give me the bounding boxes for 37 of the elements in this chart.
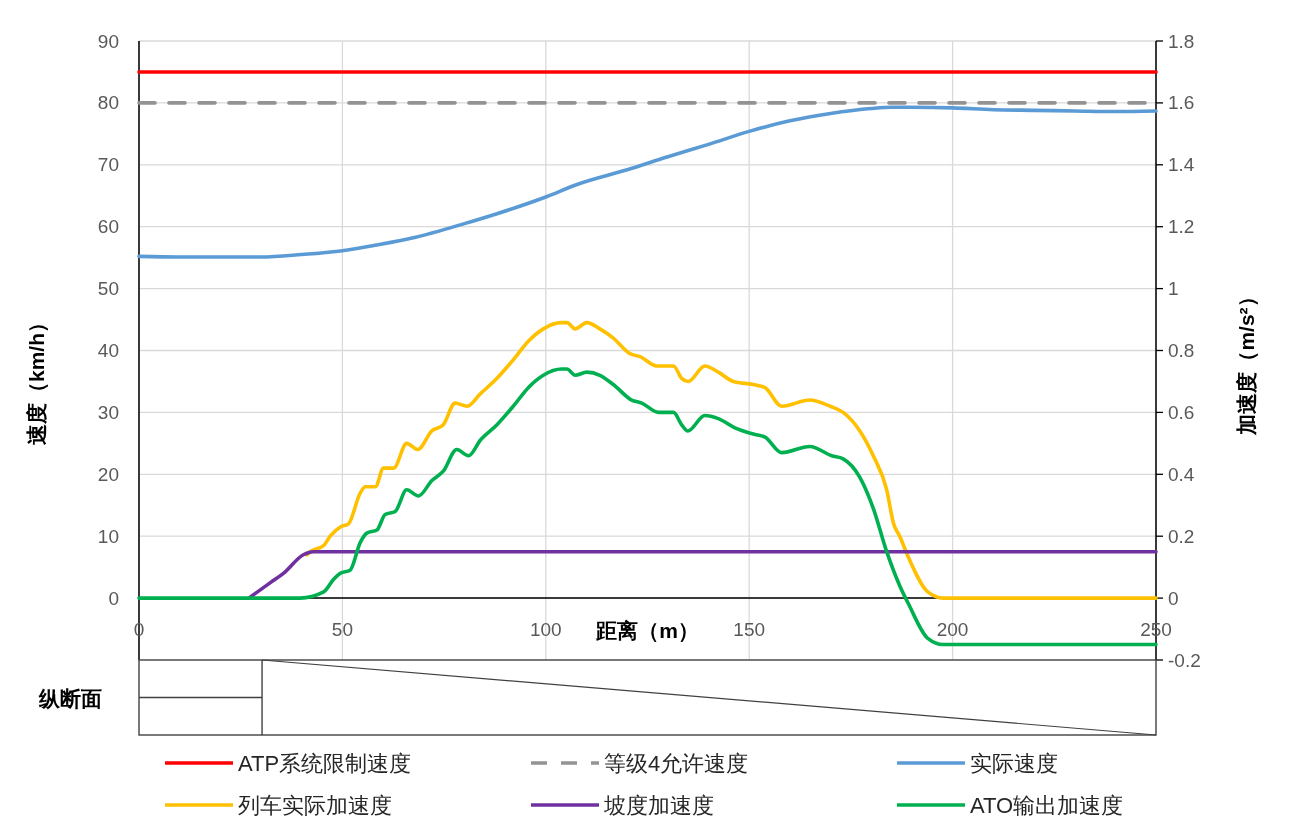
x-tick-label: 100 — [529, 618, 562, 640]
legend-label: ATO输出加速度 — [970, 792, 1124, 818]
line-series — [305, 320, 1158, 600]
y2-tick-label: 0.6 — [1168, 401, 1195, 423]
y-tick-label: 0 — [108, 587, 119, 609]
y-tick-label: 90 — [97, 30, 119, 52]
y-tick-label: 80 — [97, 92, 119, 114]
y-tick-label: 20 — [97, 463, 119, 485]
line-series — [137, 105, 1158, 259]
y2-tick-label: 1.4 — [1168, 154, 1195, 176]
x-axis-title: 距离（m） — [595, 618, 699, 642]
legend-label: 列车实际加速度 — [238, 792, 392, 818]
x-tick-label: 150 — [733, 618, 766, 640]
y2-tick-label: 1.8 — [1168, 30, 1195, 52]
y-axis-title: 速度（km/h） — [24, 311, 48, 446]
y-tick-label: 60 — [97, 216, 119, 238]
y-tick-label: 70 — [97, 154, 119, 176]
y2-tick-label: 1.6 — [1168, 92, 1195, 114]
y2-tick-label: 1 — [1168, 278, 1179, 300]
legend-label: ATP系统限制速度 — [238, 750, 412, 776]
x-tick-label: 50 — [331, 618, 353, 640]
y2-tick-label: 1.2 — [1168, 216, 1195, 238]
y2-tick-label: -0.2 — [1168, 649, 1201, 671]
legend-label: 等级4允许速度 — [604, 750, 749, 776]
legend-label: 实际速度 — [970, 750, 1058, 776]
y-tick-label: 10 — [97, 525, 119, 547]
y2-tick-label: 0.4 — [1168, 463, 1195, 485]
y2-tick-label: 0 — [1168, 587, 1179, 609]
x-tick-label: 200 — [936, 618, 969, 640]
y2-tick-label: 0.2 — [1168, 525, 1195, 547]
y-tick-label: 30 — [97, 401, 119, 423]
y2-tick-label: 0.8 — [1168, 340, 1195, 361]
y2-axis-title: 加速度（m/s²） — [1234, 286, 1258, 436]
y-tick-label: 50 — [97, 278, 119, 300]
y-tick-label: 40 — [97, 340, 119, 361]
legend-label: 坡度加速度 — [603, 792, 714, 818]
text: 纵断面 — [37, 686, 102, 709]
